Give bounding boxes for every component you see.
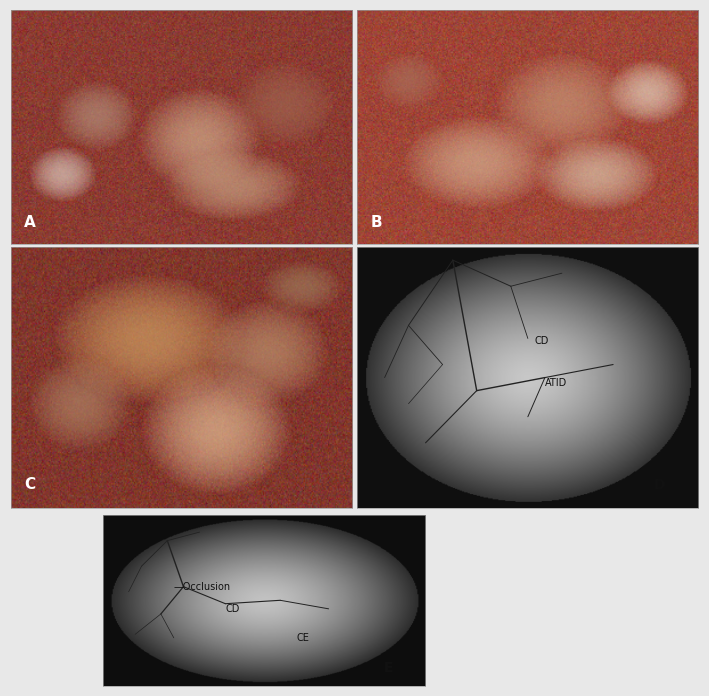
Text: —Occlusion: —Occlusion [174,582,231,592]
Text: CE: CE [296,633,309,643]
Text: A: A [24,214,36,230]
Text: ATID: ATID [545,378,567,388]
Text: CD: CD [535,336,549,346]
Text: CD: CD [225,604,240,614]
Text: E: E [384,661,393,675]
Text: B: B [371,214,383,230]
Text: D: D [654,478,666,493]
Text: C: C [24,477,35,493]
